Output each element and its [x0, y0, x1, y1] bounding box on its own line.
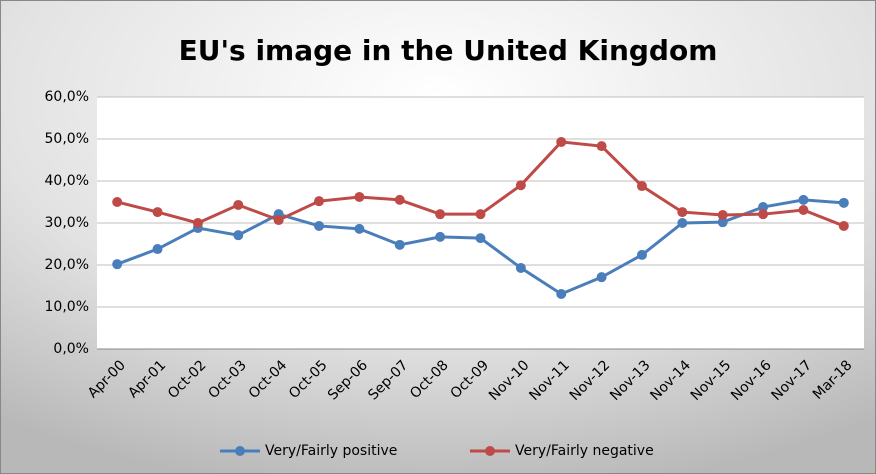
marker	[475, 209, 486, 220]
y-tick-label: 20,0%	[45, 257, 89, 273]
marker	[515, 262, 526, 273]
marker	[556, 136, 567, 147]
marker	[112, 259, 123, 270]
marker	[394, 194, 405, 205]
marker	[435, 209, 446, 220]
marker	[192, 218, 203, 228]
marker	[273, 215, 284, 226]
marker	[435, 231, 446, 242]
marker	[515, 180, 526, 191]
marker	[838, 197, 849, 208]
legend-label: Very/Fairly positive	[265, 443, 397, 459]
marker	[475, 233, 486, 244]
marker	[233, 230, 244, 241]
marker	[394, 239, 405, 250]
legend-marker	[235, 446, 245, 456]
marker	[717, 217, 728, 228]
marker	[233, 199, 244, 210]
legend-marker	[485, 446, 495, 456]
marker	[798, 194, 809, 205]
marker	[717, 210, 728, 221]
marker	[596, 272, 607, 283]
marker	[354, 191, 365, 202]
marker	[596, 141, 607, 152]
marker	[354, 223, 365, 234]
marker	[636, 181, 647, 192]
marker	[152, 244, 163, 255]
marker	[314, 196, 325, 207]
y-tick-label: 40,0%	[45, 173, 89, 189]
marker	[314, 220, 325, 231]
marker	[677, 218, 688, 228]
y-tick-label: 0,0%	[53, 341, 89, 357]
y-tick-label: 30,0%	[45, 215, 89, 231]
marker	[112, 197, 123, 207]
chart-title: EU's image in the United Kingdom	[179, 34, 718, 67]
marker	[152, 207, 163, 218]
marker	[636, 249, 647, 260]
marker	[838, 220, 849, 231]
marker	[798, 204, 809, 215]
y-tick-label: 10,0%	[45, 299, 89, 315]
y-tick-label: 50,0%	[45, 131, 89, 147]
y-tick-label: 60,0%	[45, 89, 89, 105]
marker	[758, 202, 769, 213]
marker	[758, 209, 769, 220]
legend-label: Very/Fairly negative	[515, 443, 654, 459]
marker	[677, 207, 688, 218]
marker	[556, 288, 567, 299]
